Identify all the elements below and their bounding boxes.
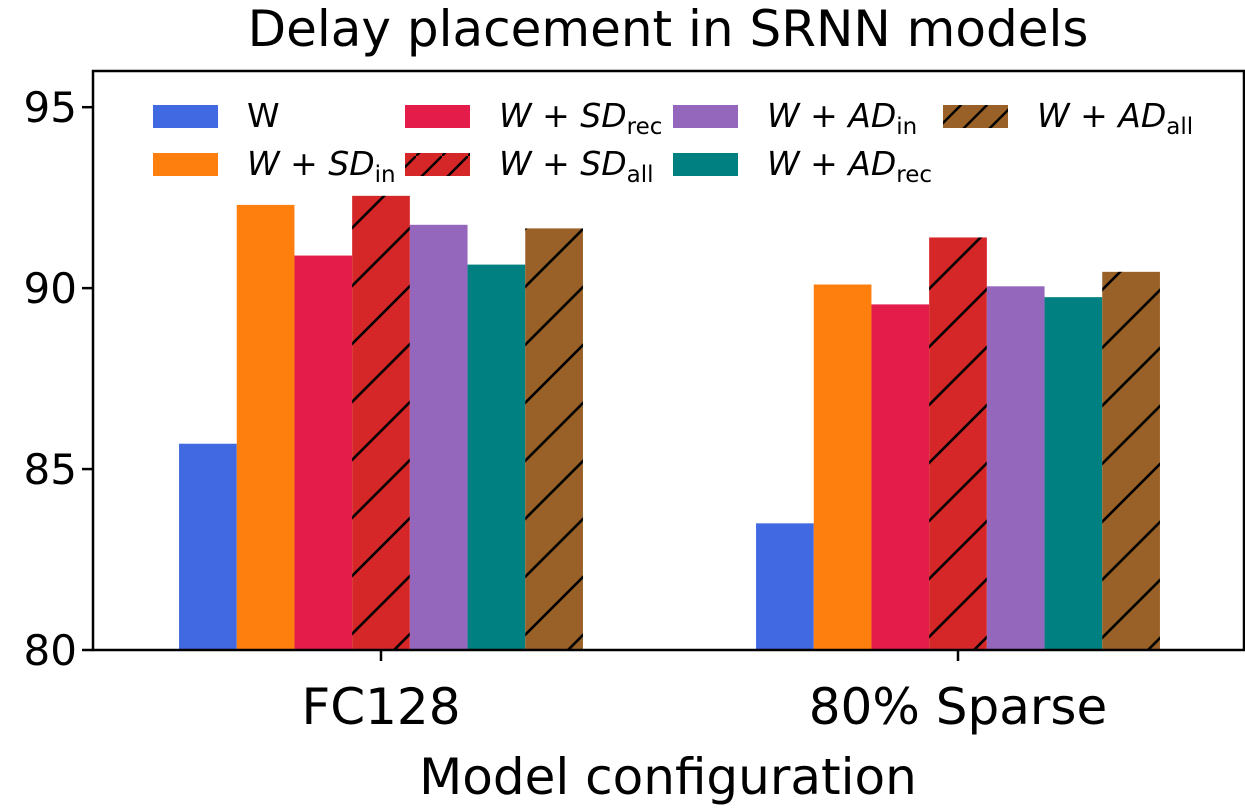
legend-label: W + ADrec bbox=[767, 144, 932, 188]
bar-w-sd-rec-fc128 bbox=[294, 255, 353, 650]
bar-w-80-sparse bbox=[756, 523, 814, 650]
y-tick-label: 80 bbox=[24, 626, 77, 675]
legend-label: W + ADall bbox=[1037, 96, 1193, 140]
bar-hatch-w-ad-all bbox=[1102, 271, 1160, 650]
y-tick-label: 90 bbox=[24, 264, 77, 313]
bar-hatch-w-sd-all bbox=[929, 237, 987, 650]
legend-label: W + SDall bbox=[499, 144, 654, 188]
bar-w-ad-rec-80-sparse bbox=[1044, 297, 1103, 650]
x-axis: FC128 80% Sparse bbox=[301, 650, 1107, 736]
bar-w-ad-in-fc128 bbox=[409, 224, 468, 650]
bar-hatch-w-ad-all bbox=[525, 228, 583, 650]
y-tick-label: 95 bbox=[24, 83, 77, 132]
bar-w-sd-in-80-sparse bbox=[813, 284, 872, 650]
legend-swatch bbox=[673, 153, 738, 176]
chart-title: Delay placement in SRNN models bbox=[248, 0, 1089, 58]
x-tick-label: 80% Sparse bbox=[809, 678, 1108, 736]
legend-swatch bbox=[153, 105, 218, 128]
x-tick-label: FC128 bbox=[301, 678, 460, 736]
legend-swatch bbox=[153, 153, 218, 176]
plot-frame bbox=[91, 69, 1245, 652]
y-axis: 80 85 90 95 bbox=[24, 83, 93, 675]
legend-swatch bbox=[405, 105, 470, 128]
bars-layer bbox=[179, 195, 1160, 651]
legend-label: W bbox=[247, 96, 280, 135]
legend-label: W + SDin bbox=[247, 144, 396, 188]
legend-swatch bbox=[673, 105, 738, 128]
bar-w-sd-rec-80-sparse bbox=[871, 304, 930, 650]
legend-label: W + ADin bbox=[767, 96, 917, 140]
bar-w-sd-in-fc128 bbox=[236, 204, 295, 651]
bar-w-fc128 bbox=[179, 443, 237, 650]
bar-hatch-w-sd-all bbox=[352, 195, 410, 651]
y-tick-label: 85 bbox=[24, 445, 77, 494]
x-axis-label: Model configuration bbox=[419, 748, 917, 806]
legend-label: W + SDrec bbox=[499, 96, 662, 140]
legend-swatch-hatch bbox=[405, 153, 470, 176]
bar-w-ad-in-80-sparse bbox=[986, 286, 1045, 650]
bar-w-ad-rec-fc128 bbox=[467, 264, 526, 650]
legend-swatch-hatch bbox=[943, 105, 1008, 128]
